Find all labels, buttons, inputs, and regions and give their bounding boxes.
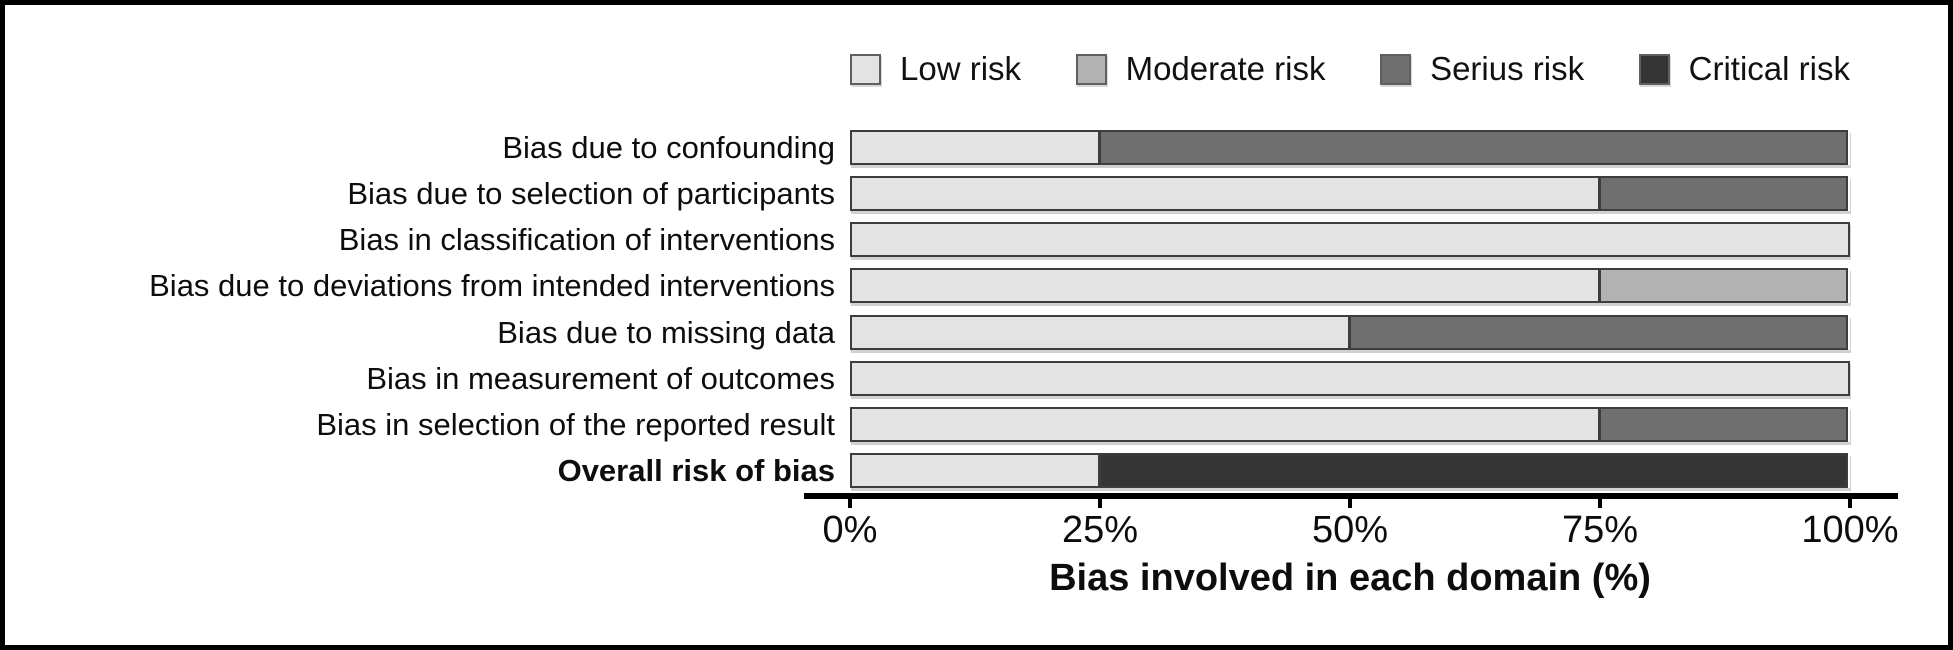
legend-swatch-icon <box>1638 53 1670 85</box>
stacked-bar <box>850 315 1850 350</box>
category-label: Bias in classification of interventions <box>338 221 835 257</box>
legend-swatch-icon <box>1075 53 1107 85</box>
stacked-bar <box>850 407 1850 442</box>
x-tick-mark <box>1848 497 1852 508</box>
x-tick-mark <box>1098 497 1102 508</box>
bar-segment <box>850 453 1100 488</box>
x-tick-label: 75% <box>1561 509 1639 551</box>
legend-swatch-icon <box>1380 53 1412 85</box>
legend-label: Low risk <box>900 50 1022 87</box>
bar-segment <box>1598 176 1848 211</box>
stacked-bar <box>850 268 1850 303</box>
x-tick-mark <box>1598 497 1602 508</box>
bar-segment <box>850 361 1850 396</box>
category-label: Bias due to missing data <box>497 314 835 350</box>
legend-item-3: Critical risk <box>1638 50 1850 88</box>
bar-segment <box>850 407 1600 442</box>
legend-label: Serius risk <box>1430 50 1585 87</box>
legend-item-0: Low risk <box>850 50 1021 88</box>
stacked-bar <box>850 222 1850 257</box>
category-label: Overall risk of bias <box>557 452 835 488</box>
legend-item-2: Serius risk <box>1380 50 1584 88</box>
bar-segment <box>1098 453 1848 488</box>
stacked-bar <box>850 130 1850 165</box>
category-label: Bias due to deviations from intended int… <box>149 267 835 303</box>
stacked-bar <box>850 176 1850 211</box>
category-label: Bias in selection of the reported result <box>316 406 835 442</box>
stacked-bar <box>850 361 1850 396</box>
bar-segment <box>1598 268 1848 303</box>
x-tick-label: 0% <box>822 509 878 551</box>
chart-legend: Low risk Moderate risk Serius risk Critical… <box>850 49 1850 89</box>
category-label: Bias in measurement of outcomes <box>366 360 835 396</box>
x-tick-label: 100% <box>1801 509 1899 551</box>
bar-segment <box>1348 315 1848 350</box>
legend-label: Moderate risk <box>1125 50 1326 87</box>
x-tick-mark <box>1348 497 1352 508</box>
bar-segment <box>850 315 1350 350</box>
bar-segment <box>850 222 1850 257</box>
bar-segment <box>850 268 1600 303</box>
bar-segment <box>850 130 1100 165</box>
legend-item-1: Moderate risk <box>1075 50 1326 88</box>
bar-segment <box>1098 130 1848 165</box>
category-label: Bias due to confounding <box>502 129 835 165</box>
x-tick-mark <box>848 497 852 508</box>
x-tick-label: 25% <box>1061 509 1139 551</box>
category-label: Bias due to selection of participants <box>347 175 835 211</box>
x-axis-line <box>804 493 1898 499</box>
legend-swatch-icon <box>850 53 881 85</box>
x-axis-title: Bias involved in each domain (%) <box>1049 557 1651 599</box>
x-tick-label: 50% <box>1311 509 1389 551</box>
bar-segment <box>850 176 1600 211</box>
legend-label: Critical risk <box>1688 50 1850 87</box>
stacked-bar <box>850 453 1850 488</box>
bar-segment <box>1598 407 1848 442</box>
